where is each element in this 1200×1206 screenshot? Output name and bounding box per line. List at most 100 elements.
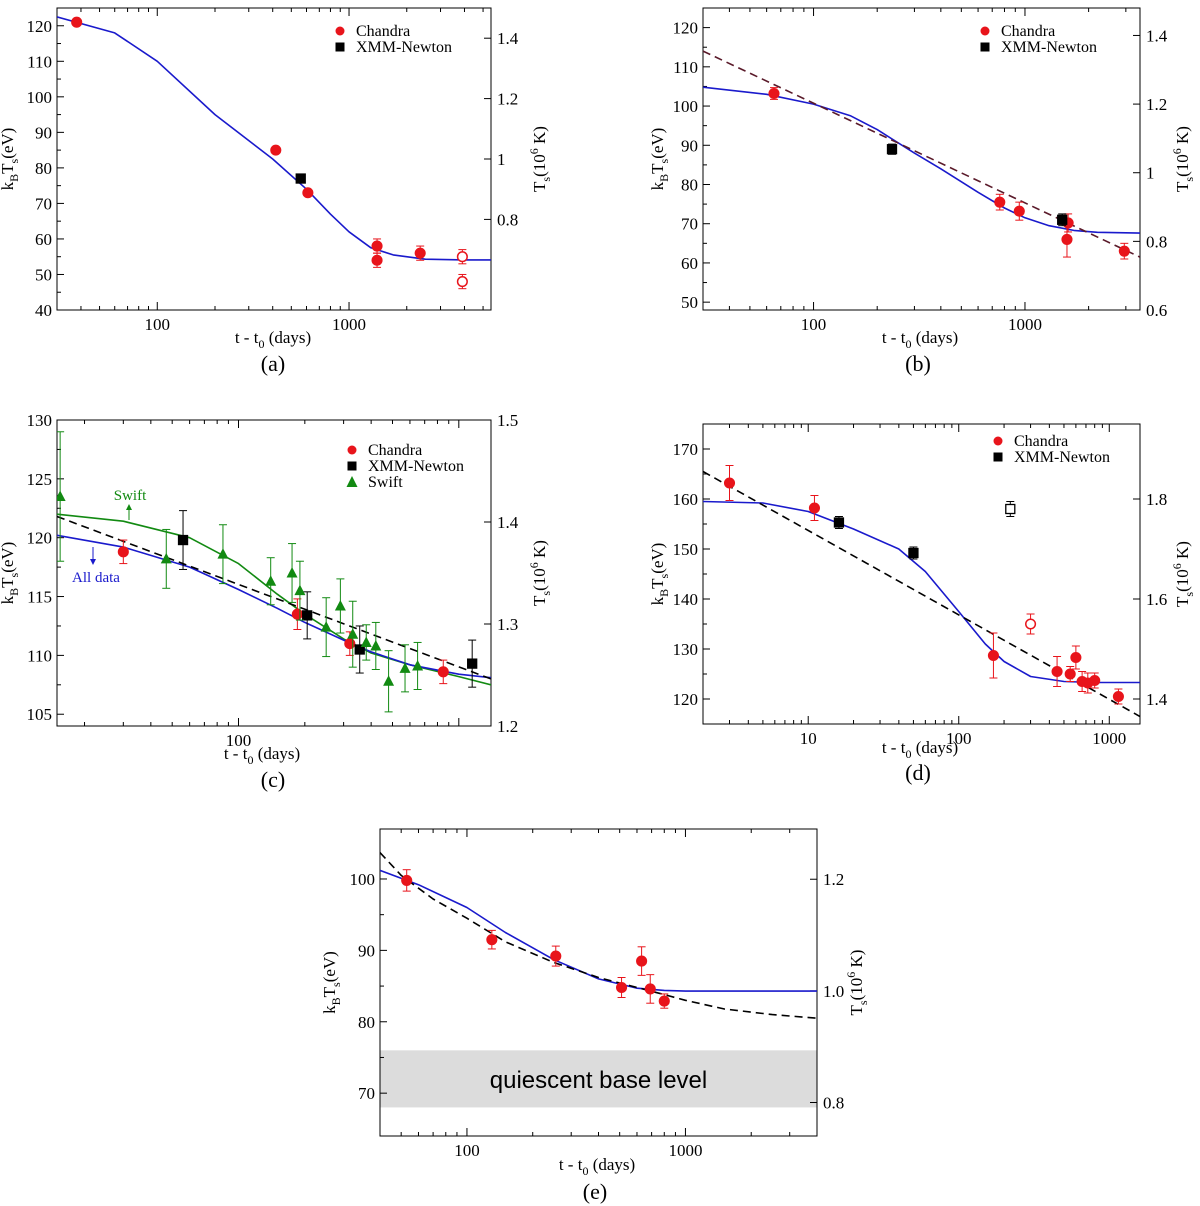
data-point-swift [286, 567, 298, 578]
data-point-swift [265, 575, 277, 586]
y2-tick-label: 1.2 [1146, 95, 1167, 114]
data-point-chandra [768, 87, 780, 100]
legend-marker-chandra [335, 26, 345, 36]
legend-marker-swift [346, 476, 358, 487]
y2-tick-label: 1.8 [1146, 490, 1167, 509]
y-tick-label: 105 [27, 705, 53, 724]
data-point-swift [370, 639, 382, 651]
data-point-xmm [1005, 503, 1016, 515]
data-point-chandra [270, 144, 282, 156]
data-point-chandra [808, 502, 820, 514]
y2-tick-label: 1.4 [1146, 690, 1168, 709]
legend-label: XMM-Newton [368, 458, 464, 475]
y2-axis-label: Ts(106 K) [1170, 126, 1196, 192]
panel-caption: (d) [905, 760, 931, 785]
x-axis-label: t - t0 (days) [882, 328, 958, 351]
x-tick-label: 100 [946, 729, 972, 748]
data-point-chandra [550, 950, 562, 962]
data-point-swift [360, 636, 372, 647]
legend-label: Chandra [1001, 23, 1055, 40]
y-tick-label: 170 [673, 440, 699, 459]
y-tick-label: 80 [35, 159, 52, 178]
data-point-chandra [636, 955, 648, 967]
x-tick-label: 10 [800, 729, 817, 748]
y-tick-label: 115 [27, 588, 52, 607]
data-point-chandra [344, 638, 356, 650]
y-tick-label: 90 [358, 941, 375, 960]
y-axis-label: kBTs(eV) [648, 543, 671, 606]
y2-axis-label: Ts(106 K) [1170, 541, 1196, 607]
legend-marker-chandra [980, 26, 990, 36]
y-tick-label: 110 [27, 52, 52, 71]
panel-b: 50 60 70 80 90 100 110 120 0.6 0.8 1 1.2 1.4 100 1000 t… [648, 7, 1196, 376]
data-point-chandra [994, 196, 1006, 208]
arrow-up-icon [126, 504, 132, 510]
curve-power-law [57, 515, 491, 680]
legend-label: Chandra [1014, 433, 1068, 450]
y-tick-label: 125 [27, 470, 53, 489]
y-tick-label: 120 [27, 17, 53, 36]
data-point-chandra [1051, 665, 1063, 678]
y-tick-label: 90 [681, 136, 698, 155]
curve-model [380, 869, 817, 992]
panel-caption: (b) [905, 351, 931, 376]
data-point-chandra [456, 276, 468, 288]
y2-tick-label: 1.2 [823, 870, 844, 889]
y2-tick-label: 1.2 [497, 90, 518, 109]
y-tick-label: 110 [673, 58, 698, 77]
legend-label: Chandra [356, 23, 410, 40]
data-point-chandra [437, 666, 449, 678]
data-point-xmm [908, 547, 919, 559]
data-point-chandra [291, 608, 303, 620]
x-tick-label: 1000 [1092, 729, 1126, 748]
data-point-xmm [1057, 214, 1068, 225]
y-tick-label: 80 [358, 1013, 375, 1032]
y-tick-label: 120 [27, 529, 53, 548]
plot-frame [702, 7, 1141, 311]
y2-tick-label: 0.8 [1146, 232, 1167, 251]
y-tick-label: 120 [673, 19, 699, 38]
x-tick-label: 100 [226, 731, 252, 750]
curve-model [703, 86, 1140, 234]
plot-area [703, 50, 1140, 260]
panel-e: quiescent base level 70 80 90 100 0.8 1.0 1.2 10… [320, 828, 870, 1204]
y-tick-label: 100 [673, 97, 699, 116]
y2-tick-label: 1.3 [497, 615, 518, 634]
y-tick-label: 110 [27, 646, 52, 665]
x-tick-label: 100 [454, 1141, 480, 1160]
legend-marker-chandra [347, 445, 357, 455]
y2-axis-label: Ts(106 K) [844, 950, 870, 1016]
data-point-chandra [456, 251, 468, 263]
y2-tick-label: 1.2 [497, 717, 518, 736]
annotation-all-data: All data [72, 570, 120, 586]
data-point-swift [383, 675, 395, 686]
y-axis-label: kBTs(eV) [0, 128, 21, 191]
y-tick-label: 150 [673, 540, 699, 559]
y-tick-label: 80 [681, 175, 698, 194]
legend-label: XMM-Newton [356, 39, 452, 56]
y-axis-label: kBTs(eV) [0, 542, 21, 605]
y2-tick-label: 1.0 [823, 982, 844, 1001]
y-tick-label: 90 [35, 123, 52, 142]
y2-tick-label: 1 [497, 150, 506, 169]
legend-marker-xmm [335, 42, 345, 52]
x-tick-label: 100 [145, 315, 171, 334]
y-tick-label: 100 [350, 870, 376, 889]
y-tick-label: 140 [673, 590, 699, 609]
data-point-swift [347, 628, 359, 639]
data-point-xmm [302, 610, 313, 621]
data-point-chandra [1061, 233, 1073, 245]
y-tick-label: 40 [35, 301, 52, 320]
y-tick-label: 130 [27, 411, 53, 430]
data-point-chandra [1089, 674, 1101, 687]
quiescent-band [380, 1050, 817, 1108]
data-point-chandra [302, 187, 314, 199]
plot-area [57, 431, 491, 713]
x-axis-label: t - t0 (days) [882, 738, 958, 761]
y-tick-label: 70 [358, 1084, 375, 1103]
y-tick-label: 50 [681, 293, 698, 312]
y-tick-label: 160 [673, 490, 699, 509]
data-point-chandra [644, 983, 656, 995]
